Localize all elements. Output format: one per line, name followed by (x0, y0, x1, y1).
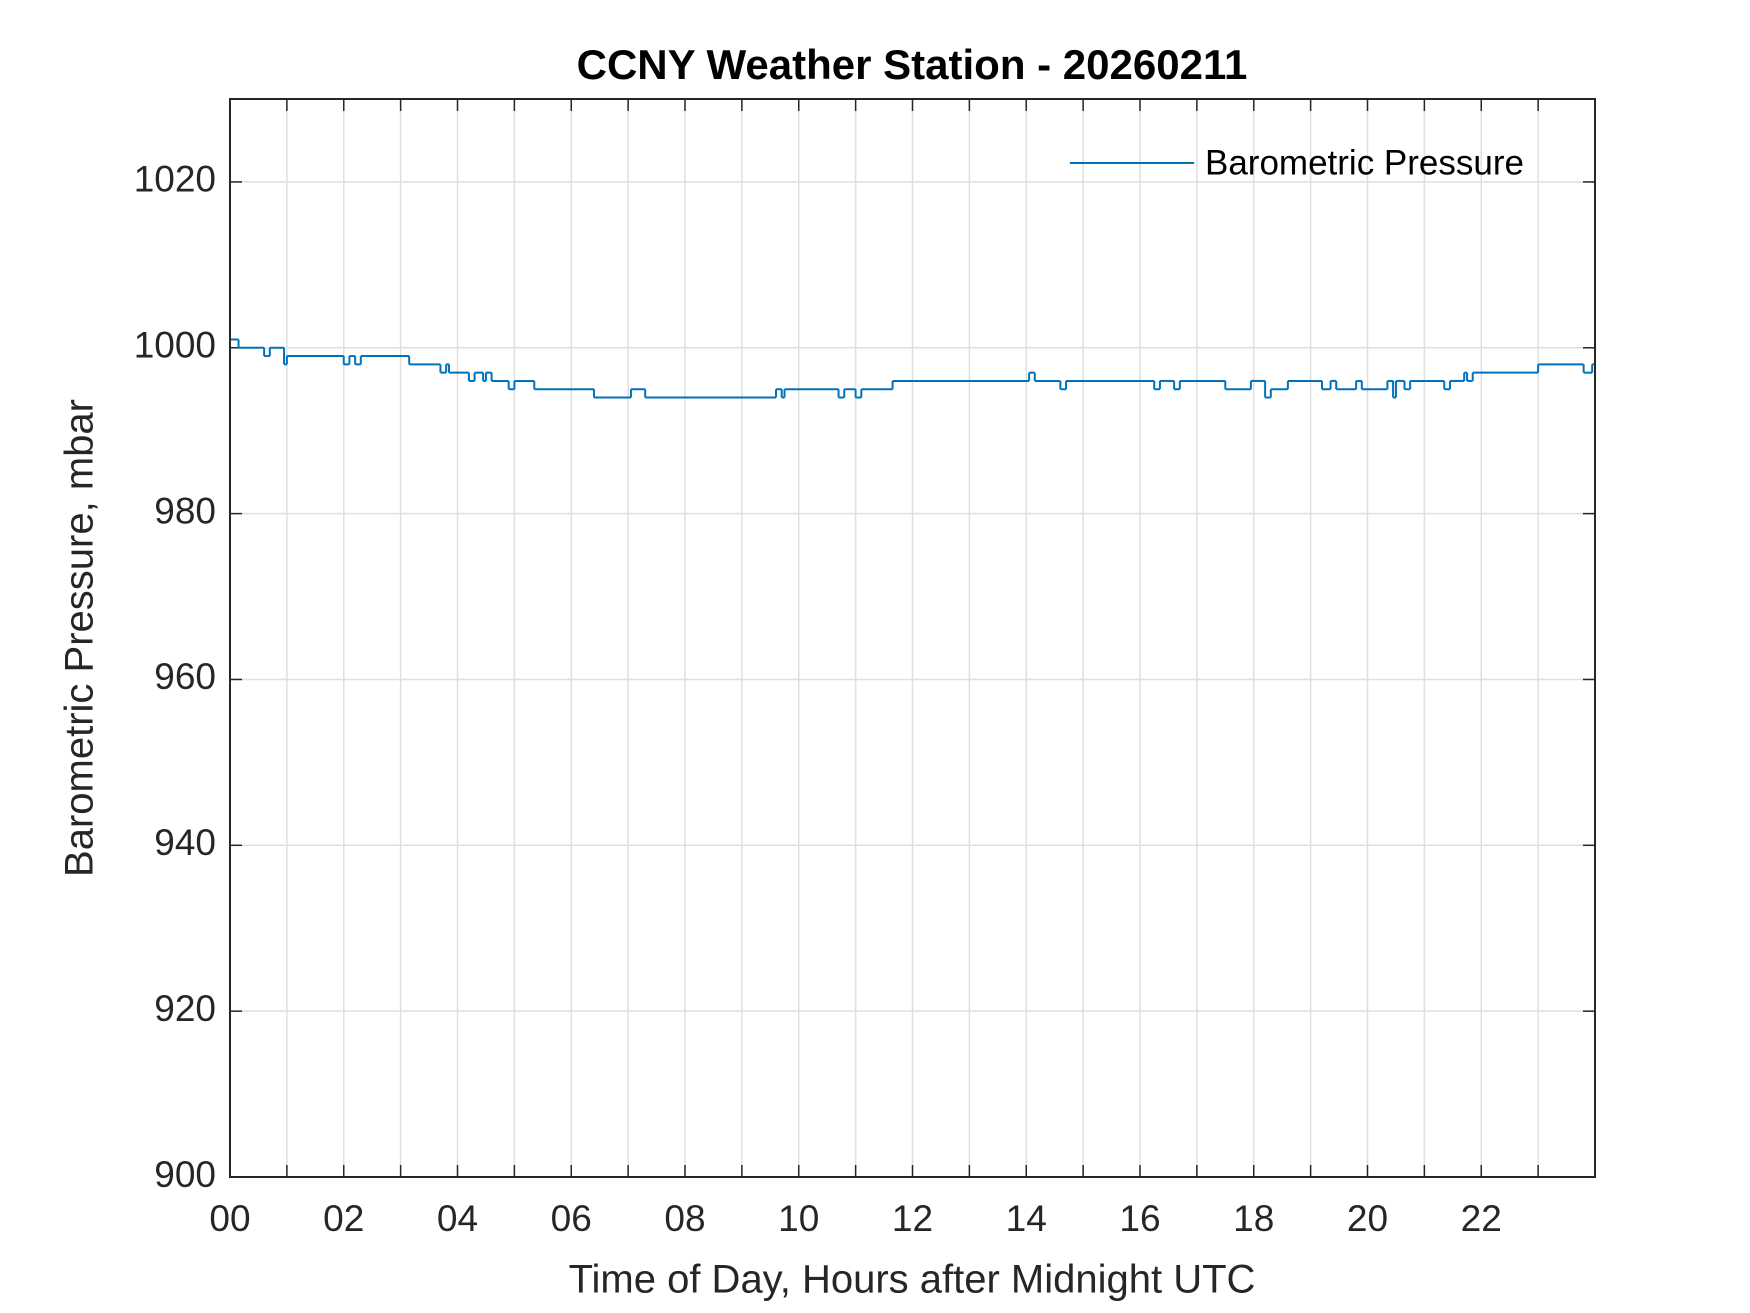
x-axis-label: Time of Day, Hours after Midnight UTC (569, 1258, 1256, 1302)
x-tick-label: 00 (209, 1198, 250, 1239)
y-tick-label: 1000 (134, 325, 216, 366)
x-tick-label: 22 (1461, 1198, 1502, 1239)
y-tick-label: 920 (154, 988, 216, 1029)
y-tick-label: 900 (154, 1154, 216, 1195)
x-tick-label: 02 (323, 1198, 364, 1239)
y-tick-label: 940 (154, 822, 216, 863)
x-tick-label: 14 (1006, 1198, 1047, 1239)
y-tick-label: 1020 (134, 159, 216, 200)
x-tick-label: 20 (1347, 1198, 1388, 1239)
x-tick-label: 06 (551, 1198, 592, 1239)
plot-frame (229, 98, 1596, 1178)
chart-title: CCNY Weather Station - 20260211 (577, 41, 1248, 88)
x-tick-label: 08 (664, 1198, 705, 1239)
x-tick-label: 04 (437, 1198, 478, 1239)
x-tick-label: 12 (892, 1198, 933, 1239)
x-tick-label: 10 (778, 1198, 819, 1239)
legend-label: Barometric Pressure (1205, 143, 1524, 182)
y-tick-label: 980 (154, 490, 216, 531)
x-tick-label: 16 (1119, 1198, 1160, 1239)
y-axis-label: Barometric Pressure, mbar (58, 399, 102, 877)
x-tick-label: 18 (1233, 1198, 1274, 1239)
y-tick-label: 960 (154, 656, 216, 697)
